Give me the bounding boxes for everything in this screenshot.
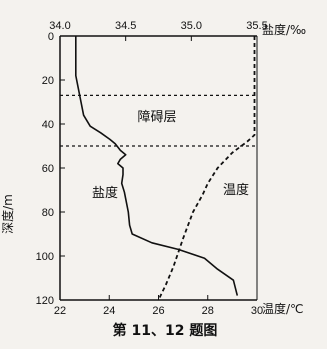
figure-caption: 第 11、12 题图 — [113, 322, 218, 339]
y-tick-label: 0 — [48, 31, 54, 43]
bottom-tick-label: 26 — [152, 305, 164, 317]
temperature-curve — [157, 36, 256, 301]
salinity-curve — [75, 36, 239, 296]
y-tick-label: 40 — [42, 119, 54, 131]
bottom-tick-label: 22 — [54, 305, 66, 317]
barrier-layer-label: 障碍层 — [137, 110, 176, 125]
y-tick-label: 100 — [36, 251, 54, 263]
top-tick-label: 34.5 — [115, 20, 136, 32]
top-tick-label: 35.0 — [181, 20, 202, 32]
top-tick-label: 35.5 — [246, 20, 267, 32]
bottom-tick-label: 24 — [103, 305, 115, 317]
y-axis-title: 深度/m — [0, 194, 15, 234]
y-tick-label: 80 — [42, 207, 54, 219]
y-tick-label: 120 — [36, 295, 54, 307]
salinity-annotation: 盐度 — [92, 185, 118, 201]
bottom-axis-title: 温度/℃ — [262, 301, 304, 316]
y-tick-label: 60 — [42, 163, 54, 175]
top-axis-title: 盐度/‰ — [262, 22, 306, 37]
bottom-tick-label: 30 — [251, 305, 263, 317]
y-tick-label: 20 — [42, 75, 54, 87]
bottom-tick-label: 28 — [202, 305, 214, 317]
temperature-annotation: 温度 — [223, 182, 249, 198]
top-tick-label: 34.0 — [49, 20, 70, 32]
